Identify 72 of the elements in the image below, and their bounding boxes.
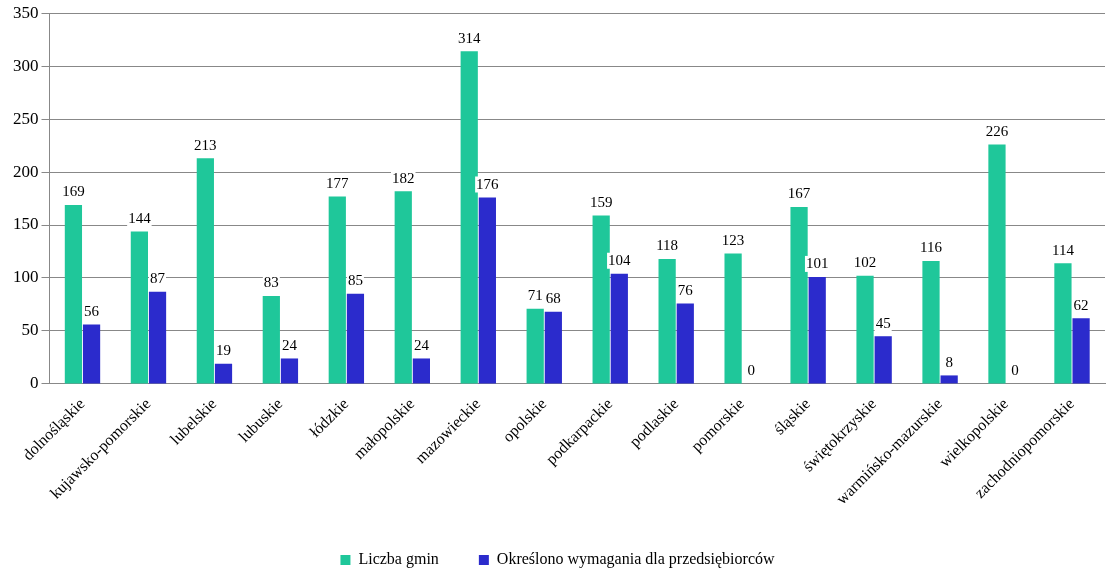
data-label: 0 — [1011, 362, 1019, 379]
bar — [196, 158, 214, 384]
bar — [412, 358, 431, 384]
bar — [940, 375, 958, 384]
bar — [1072, 318, 1090, 384]
bar — [988, 144, 1006, 384]
legend-label: Określono wymagania dla przedsiębiorców — [496, 550, 775, 569]
bar — [724, 253, 742, 384]
data-label: 101 — [805, 255, 829, 272]
bar — [544, 311, 562, 384]
bar — [148, 291, 167, 384]
bar — [808, 276, 826, 384]
data-label: 314 — [457, 29, 481, 46]
bar — [262, 295, 280, 384]
data-label: 118 — [656, 237, 679, 254]
data-label: 24 — [281, 336, 298, 353]
bar — [856, 275, 874, 384]
data-label: 56 — [84, 303, 100, 320]
bar — [874, 336, 892, 384]
data-label: 104 — [608, 252, 632, 269]
bar — [64, 204, 83, 384]
bar — [280, 358, 299, 384]
data-label: 45 — [875, 314, 891, 331]
bar — [214, 363, 233, 384]
legend-label: Liczba gmin — [358, 550, 439, 569]
bar — [478, 197, 496, 384]
data-label: 68 — [545, 290, 561, 307]
y-tick-label: 250 — [13, 108, 39, 128]
data-label: 167 — [787, 185, 811, 202]
data-label: 85 — [347, 272, 363, 289]
data-label: 182 — [392, 169, 415, 186]
data-label: 176 — [476, 175, 500, 192]
data-label: 123 — [721, 232, 745, 249]
data-label: 213 — [194, 136, 217, 153]
bar — [460, 51, 478, 384]
bar — [790, 207, 808, 384]
y-tick-label: 300 — [13, 55, 39, 75]
bar — [658, 258, 676, 384]
data-label: 8 — [945, 353, 953, 370]
data-label: 71 — [527, 287, 543, 304]
data-label: 144 — [128, 209, 152, 226]
bar — [130, 231, 148, 384]
bar — [610, 273, 628, 384]
bar — [328, 196, 346, 384]
data-label: 62 — [1073, 296, 1089, 313]
data-label: 76 — [677, 281, 694, 298]
data-label: 102 — [853, 254, 877, 271]
bar — [1054, 263, 1072, 384]
data-label: 114 — [1051, 241, 1075, 258]
bar — [922, 261, 940, 384]
y-tick-label: 0 — [30, 373, 39, 393]
data-label: 19 — [215, 342, 231, 359]
data-label: 116 — [920, 239, 943, 256]
data-label: 24 — [413, 336, 430, 353]
y-tick-label: 100 — [13, 267, 39, 287]
bar — [676, 303, 694, 384]
y-tick-label: 350 — [13, 2, 39, 22]
bar — [82, 324, 101, 384]
data-label: 169 — [62, 183, 85, 200]
data-label: 226 — [985, 122, 1009, 139]
bar — [346, 293, 365, 384]
y-tick-label: 150 — [13, 214, 39, 234]
bar — [592, 215, 610, 384]
data-label: 87 — [150, 270, 166, 287]
data-label: 83 — [263, 274, 279, 291]
data-label: 159 — [589, 193, 613, 210]
data-label: 0 — [747, 362, 755, 379]
bar — [526, 308, 544, 384]
y-tick-label: 200 — [13, 161, 39, 181]
bar — [394, 191, 412, 384]
data-label: 177 — [326, 174, 350, 191]
y-tick-label: 50 — [21, 320, 39, 340]
